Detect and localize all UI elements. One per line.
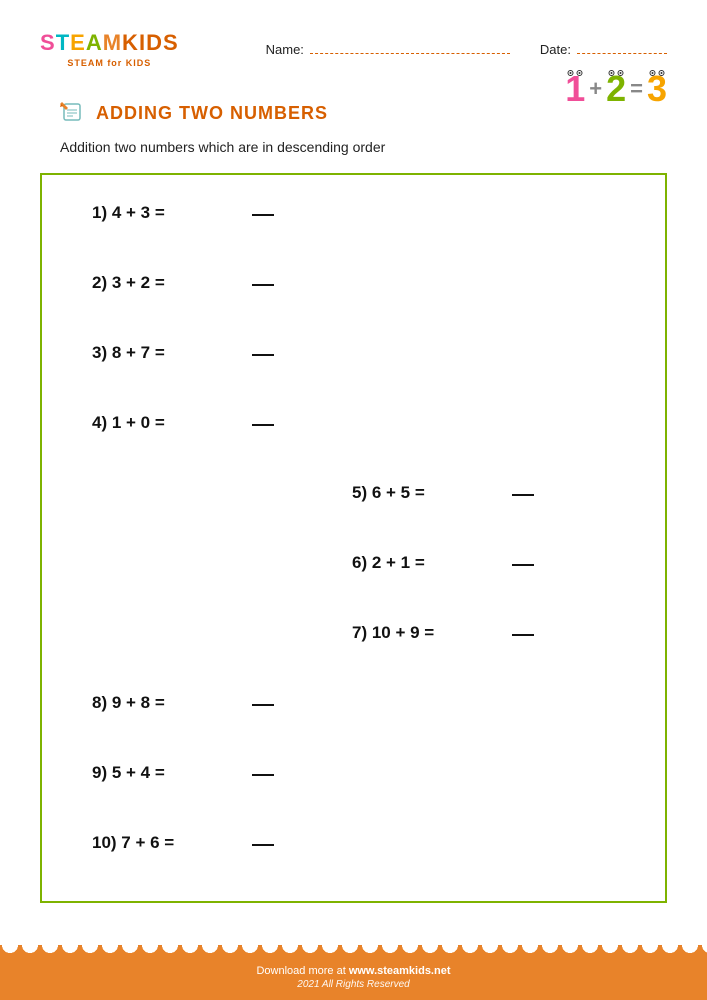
answer-blank[interactable] [252,424,274,426]
problem-8: 8) 9 + 8 = [92,693,274,713]
logo-letter: S [40,30,56,56]
header-fields: Name: Date: [199,42,667,57]
footer-download-prefix: Download more at [256,965,348,977]
problem-equation: 6) 2 + 1 = [352,553,482,573]
answer-blank[interactable] [252,284,274,286]
name-field: Name: [266,42,510,57]
footer-download: Download more at www.steamkids.net [0,965,707,977]
logo-tagline: STEAM for KIDS [67,58,151,68]
logo: STEAM KIDS STEAM for KIDS [40,30,179,68]
answer-blank[interactable] [252,774,274,776]
deco-char: = [630,76,643,102]
footer-url: www.steamkids.net [349,965,451,977]
logo-main: STEAM KIDS [40,30,179,56]
logo-letter: K [122,30,139,56]
answer-blank[interactable] [252,214,274,216]
title-row: ADDING TWO NUMBERS 1+2=3 [0,78,707,135]
problem-equation: 7) 10 + 9 = [352,623,482,643]
problem-equation: 1) 4 + 3 = [92,203,222,223]
footer: Download more at www.steamkids.net 2021 … [0,953,707,1000]
worksheet-box: 1) 4 + 3 = 2) 3 + 2 = 3) 8 + 7 = 4) 1 + 0 =… [40,173,667,903]
deco-char: + [589,76,602,102]
footer-copyright: 2021 All Rights Reserved [0,979,707,990]
logo-letter: A [86,30,103,56]
answer-blank[interactable] [252,354,274,356]
problem-10: 10) 7 + 6 = [92,833,274,853]
problem-equation: 10) 7 + 6 = [92,833,222,853]
problem-3: 3) 8 + 7 = [92,343,274,363]
problem-1: 1) 4 + 3 = [92,203,274,223]
problem-2: 2) 3 + 2 = [92,273,274,293]
page-title: ADDING TWO NUMBERS [96,103,328,124]
logo-letter: M [103,30,122,56]
problem-9: 9) 5 + 4 = [92,763,274,783]
problem-equation: 3) 8 + 7 = [92,343,222,363]
logo-letter: E [70,30,86,56]
deco-char: 2 [606,68,626,110]
problem-equation: 2) 3 + 2 = [92,273,222,293]
problem-6: 6) 2 + 1 = [352,553,534,573]
logo-letter: D [146,30,163,56]
problem-equation: 8) 9 + 8 = [92,693,222,713]
deco-char: 3 [647,68,667,110]
answer-blank[interactable] [512,634,534,636]
pencil-note-icon [60,98,86,129]
name-label: Name: [266,42,304,57]
subtitle: Addition two numbers which are in descen… [0,135,707,165]
answer-blank[interactable] [252,704,274,706]
logo-letter: S [163,30,179,56]
name-input-line[interactable] [310,42,510,54]
problem-4: 4) 1 + 0 = [92,413,274,433]
answer-blank[interactable] [512,564,534,566]
logo-letter: I [139,30,146,56]
date-field: Date: [540,42,667,57]
deco-char: 1 [565,68,585,110]
date-label: Date: [540,42,571,57]
title-decoration: 1+2=3 [565,68,667,110]
logo-letter: T [56,30,70,56]
problem-equation: 4) 1 + 0 = [92,413,222,433]
header: STEAM KIDS STEAM for KIDS Name: Date: [0,0,707,78]
problem-7: 7) 10 + 9 = [352,623,534,643]
date-input-line[interactable] [577,42,667,54]
answer-blank[interactable] [252,844,274,846]
answer-blank[interactable] [512,494,534,496]
problem-equation: 5) 6 + 5 = [352,483,482,503]
problem-equation: 9) 5 + 4 = [92,763,222,783]
problem-5: 5) 6 + 5 = [352,483,534,503]
